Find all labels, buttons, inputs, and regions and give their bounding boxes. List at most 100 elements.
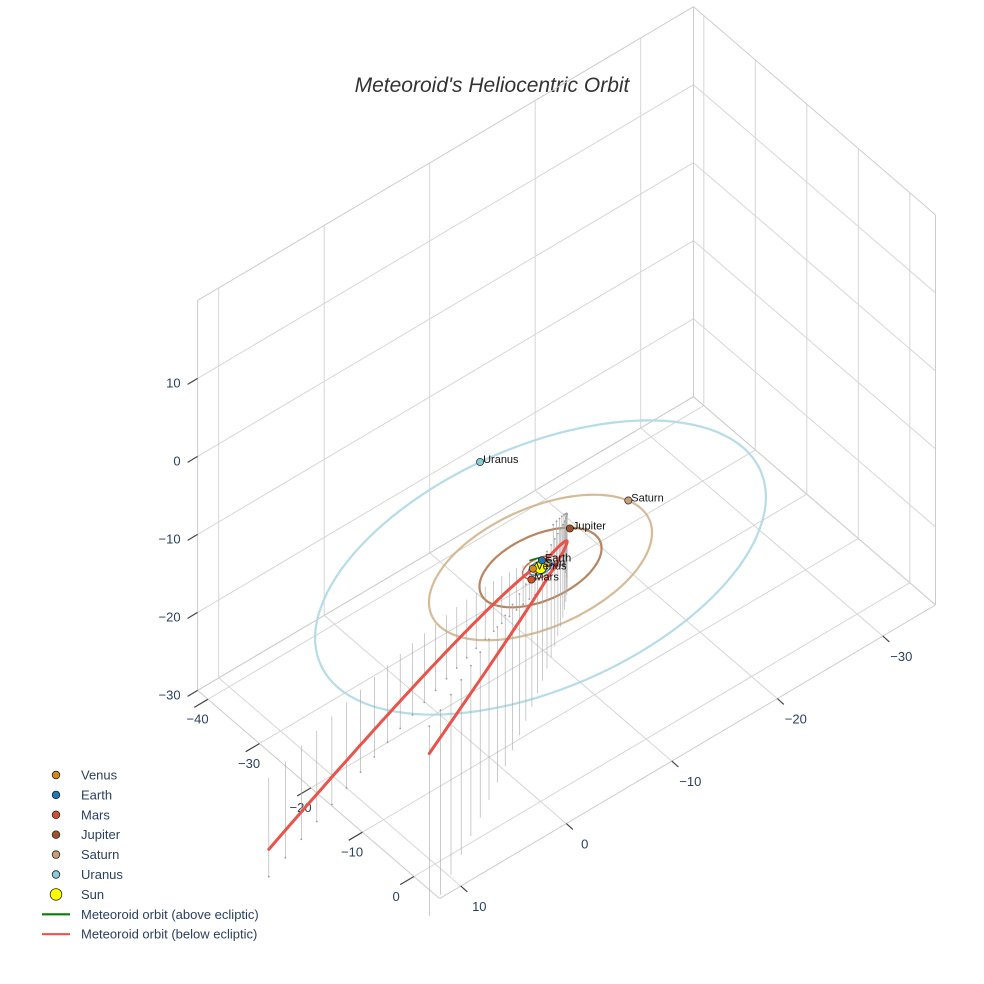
- x-tick-label: 10: [472, 899, 486, 914]
- drop-marker: [479, 651, 482, 654]
- planet-uranus: [476, 457, 485, 466]
- x-tick-label: −20: [785, 711, 807, 726]
- sun-label: Sun: [546, 558, 566, 570]
- planet-jupiter: [565, 524, 574, 533]
- legend-label: Jupiter: [81, 827, 121, 842]
- legend-label: Uranus: [81, 867, 123, 882]
- y-tick-label: −20: [290, 800, 312, 815]
- z-tick-label: −20: [159, 609, 181, 624]
- orbit-saturn: [427, 493, 654, 642]
- legend-item[interactable]: Earth: [51, 787, 112, 802]
- drop-marker: [428, 725, 431, 728]
- drop-marker: [515, 609, 518, 611]
- legend-dot-swatch: [51, 810, 61, 819]
- drop-marker: [558, 517, 561, 520]
- drop-marker: [518, 593, 521, 595]
- drop-marker: [267, 875, 270, 878]
- wall-grid-z2: [693, 318, 936, 528]
- legend-item[interactable]: Jupiter: [51, 827, 121, 842]
- legend-dot-swatch: [51, 790, 61, 800]
- x-tick-mark: [460, 885, 468, 893]
- legend-item[interactable]: Uranus: [51, 867, 123, 882]
- planet-label-saturn: Saturn: [631, 493, 663, 505]
- wall-grid-z: [197, 162, 694, 457]
- drop-marker: [564, 512, 567, 515]
- y-tick-mark: [245, 743, 260, 753]
- drop-marker: [455, 667, 458, 669]
- grid-group: [197, 6, 936, 900]
- drop-marker: [373, 756, 376, 758]
- drop-marker: [553, 538, 556, 540]
- z-tick-label: −30: [159, 687, 181, 702]
- planet-label-uranus: Uranus: [483, 454, 519, 466]
- x-tick-mark: [882, 635, 890, 643]
- drop-marker: [555, 520, 558, 523]
- box-edge: [439, 604, 936, 900]
- drop-marker: [488, 638, 490, 641]
- floor-grid-x: [640, 427, 884, 637]
- x-tick-mark: [671, 760, 679, 768]
- drop-marker: [411, 714, 414, 716]
- y-tick-mark: [399, 875, 415, 886]
- drop-marker: [300, 838, 303, 841]
- legend: Venus Earth Mars Jupiter Saturn Uranus Sun Mete…: [42, 768, 259, 942]
- drop-marker: [460, 679, 463, 681]
- legend-label: Venus: [81, 768, 118, 783]
- drop-marker: [386, 741, 389, 744]
- drop-marker: [525, 583, 527, 586]
- floor-grid-x: [218, 677, 462, 887]
- drop-marker: [423, 701, 426, 704]
- legend-dot-swatch: [51, 870, 61, 879]
- planet-label-jupiter: Jupiter: [573, 520, 606, 532]
- z-tick-label: 10: [166, 375, 180, 390]
- z-tick-mark: [187, 533, 198, 541]
- wall-grid-z2: [693, 162, 936, 372]
- legend-item[interactable]: Mars: [51, 807, 110, 822]
- legend-item[interactable]: Meteoroid orbit (above ecliptic): [42, 907, 259, 922]
- drop-marker: [559, 527, 562, 530]
- legend-label: Meteoroid orbit (above ecliptic): [81, 907, 259, 922]
- drop-marker: [359, 771, 362, 773]
- wall-grid-z2: [693, 240, 936, 450]
- legend-dot-swatch: [51, 830, 61, 839]
- legend-item[interactable]: Venus: [51, 768, 118, 783]
- meteoroid-orbit-below: [267, 539, 569, 851]
- box-edge: [197, 396, 694, 691]
- floor-grid-y: [259, 449, 756, 745]
- z-tick-label: 0: [173, 453, 180, 468]
- drop-marker: [562, 523, 564, 526]
- drop-marker: [445, 677, 448, 680]
- x-tick-label: −10: [679, 774, 701, 789]
- orbit-jupiter: [478, 526, 603, 609]
- floor-grid-x: [429, 552, 673, 762]
- drop-marker: [511, 603, 514, 606]
- y-tick-mark: [296, 787, 312, 797]
- planet-label-earth: Earth: [545, 552, 571, 564]
- legend-dot-swatch: [49, 888, 63, 901]
- x-tick-mark: [776, 698, 785, 705]
- z-tick-mark: [187, 377, 198, 385]
- legend-item[interactable]: Saturn: [51, 847, 119, 862]
- legend-dot-swatch: [51, 850, 61, 859]
- z-tick-label: −10: [159, 531, 181, 546]
- drop-marker: [557, 532, 559, 535]
- drop-marker: [500, 622, 503, 625]
- y-tick-label: 0: [393, 889, 400, 904]
- wall-grid-z2: [693, 84, 936, 294]
- y-tick-mark: [193, 698, 209, 708]
- x-tick-mark: [565, 823, 574, 830]
- drop-marker: [284, 856, 287, 859]
- drop-marker: [434, 689, 437, 692]
- drop-marker: [450, 693, 452, 696]
- drop-marker: [504, 614, 507, 617]
- legend-item[interactable]: Meteoroid orbit (below ecliptic): [42, 927, 257, 942]
- legend-item[interactable]: Sun: [49, 887, 104, 902]
- drop-marker: [563, 513, 565, 516]
- legend-dot-swatch: [51, 770, 61, 780]
- x-tick-label: 0: [581, 836, 588, 851]
- box-edge: [693, 6, 936, 216]
- floor-grid-x: [323, 615, 567, 824]
- drop-marker: [522, 603, 524, 606]
